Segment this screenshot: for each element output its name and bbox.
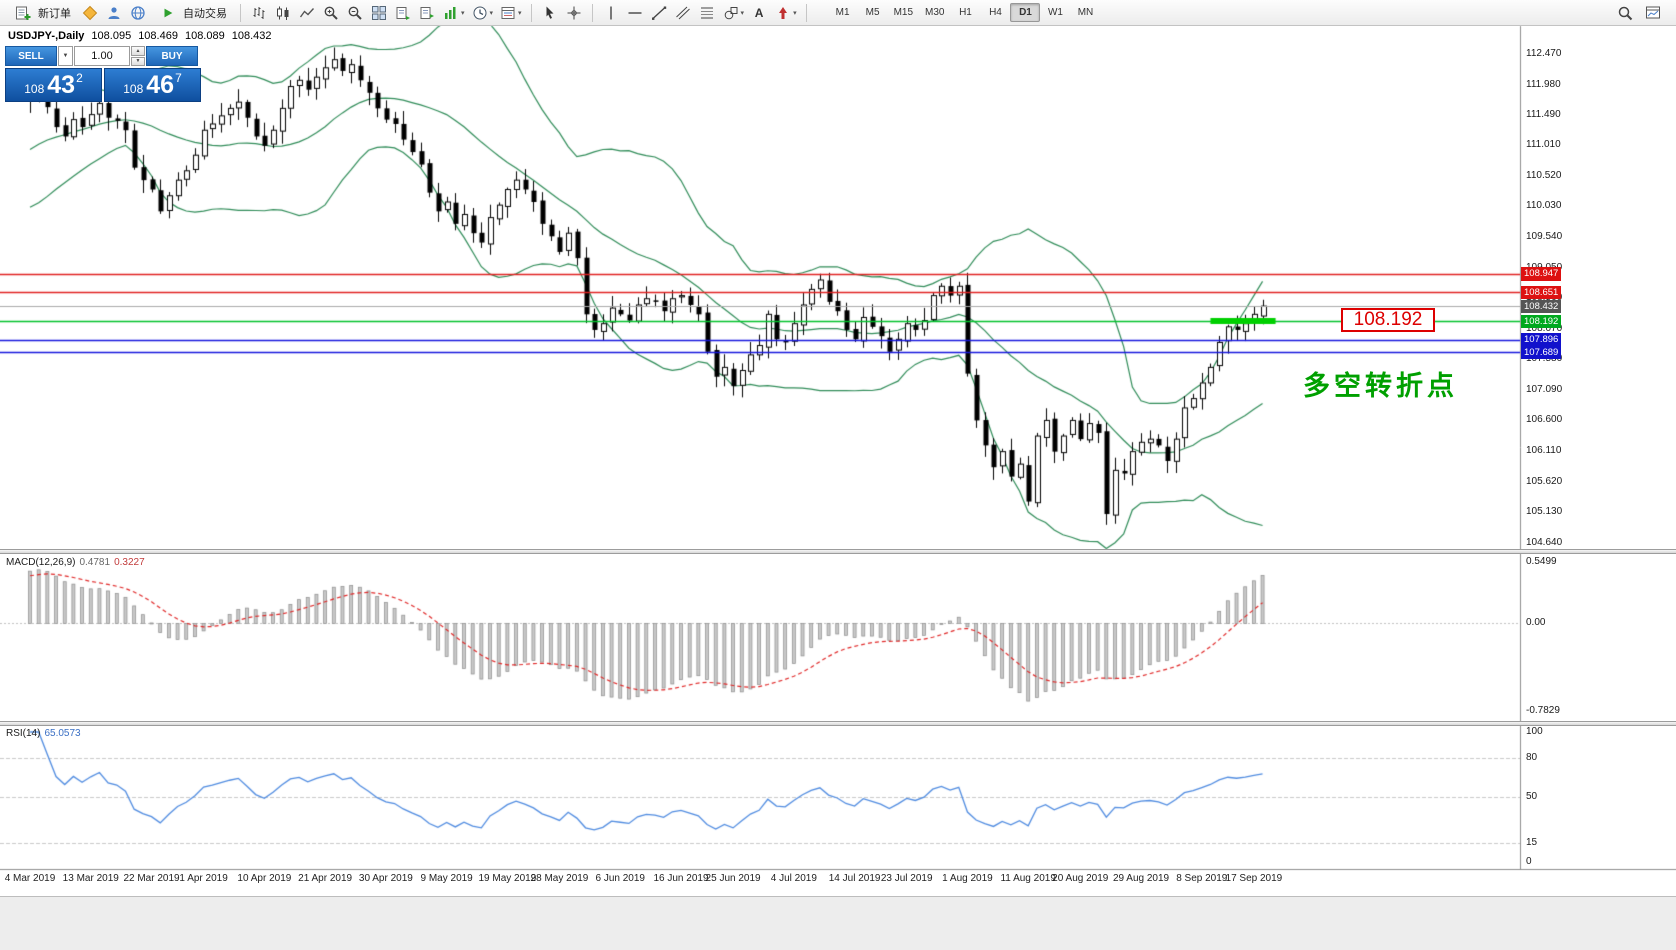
auto-trading-icon — [157, 3, 179, 23]
chart-annotation-text[interactable]: 多空转折点 — [1303, 371, 1458, 401]
rsi-value: 65.0573 — [44, 728, 81, 739]
zoom-out-icon[interactable] — [344, 3, 366, 23]
sell-price-sup: 2 — [76, 71, 83, 85]
macd-main-value: 0.4781 — [79, 557, 111, 568]
toolbar-separator — [805, 3, 807, 22]
timeframe-button-m5[interactable]: M5 — [865, 7, 880, 18]
chart-list-icon[interactable] — [392, 3, 414, 23]
vertical-line-icon[interactable] — [600, 3, 622, 23]
timeframe-button-d1[interactable]: D1 — [1010, 3, 1041, 22]
caret-down-icon[interactable]: ▾ — [489, 9, 494, 17]
periods-icon[interactable] — [469, 3, 491, 23]
caret-down-icon[interactable]: ▾ — [518, 9, 522, 17]
crosshair-icon[interactable] — [563, 3, 585, 23]
new-order-button[interactable]: 新订单 — [6, 1, 77, 25]
volume-input[interactable]: 1.00 — [74, 46, 130, 66]
indicators-icon[interactable] — [440, 3, 462, 23]
new-order-label: 新订单 — [38, 7, 71, 20]
equidistant-channel-icon[interactable] — [672, 3, 694, 23]
panel-splitter-macd[interactable] — [0, 549, 1676, 554]
timeframe-button-h1[interactable]: H1 — [959, 7, 972, 18]
new-order-icon — [12, 3, 34, 23]
volume-combo[interactable]: ▼ — [58, 46, 73, 66]
ohlc-open: 108.095 — [91, 30, 132, 42]
buy-price-sup: 7 — [175, 71, 182, 85]
buy-button[interactable]: BUY — [146, 46, 198, 66]
search-icon[interactable] — [1614, 3, 1636, 23]
toolbar-separator — [530, 3, 532, 22]
market-icon[interactable] — [103, 3, 125, 23]
line-chart-icon[interactable] — [296, 3, 318, 23]
timeframe-button-h4[interactable]: H4 — [989, 7, 1002, 18]
cursor-icon[interactable] — [539, 3, 561, 23]
timeframe-button-mn[interactable]: MN — [1077, 7, 1094, 18]
volume-decrease-button[interactable]: ▼ — [131, 56, 145, 66]
toolbar-separator — [591, 3, 593, 22]
rsi-label: RSI(14) 65.0573 — [6, 728, 81, 739]
horizontal-line-icon[interactable] — [624, 3, 646, 23]
volume-increase-button[interactable]: ▲ — [131, 46, 145, 56]
timeframe-button-w1[interactable]: W1 — [1047, 7, 1063, 18]
sell-price-prefix: 108 — [24, 82, 45, 96]
caret-down-icon[interactable]: ▾ — [793, 9, 797, 17]
macd-signal-value: 0.3227 — [114, 557, 145, 568]
auto-trading-button[interactable]: 自动交易 — [151, 1, 233, 25]
chart-shift-icon[interactable] — [416, 3, 438, 23]
toolbar-separator — [240, 3, 241, 22]
ohlc-close: 108.432 — [231, 30, 272, 42]
ohlc-low: 108.089 — [184, 30, 225, 42]
macd-name: MACD(12,26,9) — [6, 557, 76, 568]
auto-trading-label: 自动交易 — [183, 7, 227, 20]
bar-chart-icon[interactable] — [248, 3, 270, 23]
metaeditor-icon[interactable] — [79, 3, 101, 23]
timeframe-button-m30[interactable]: M30 — [925, 7, 945, 18]
sell-price-tile[interactable]: 108 43 2 — [5, 68, 102, 102]
buy-price-tile[interactable]: 108 46 7 — [104, 68, 201, 102]
sell-button[interactable]: SELL — [5, 46, 57, 66]
window-bottom-area — [0, 896, 1676, 950]
trendline-icon[interactable] — [648, 3, 670, 23]
candlestick-chart-icon[interactable] — [272, 3, 294, 23]
price-annotation-label[interactable]: 108.192 — [1341, 308, 1435, 332]
shapes-icon[interactable] — [720, 3, 742, 23]
fibonacci-icon[interactable] — [696, 3, 718, 23]
community-icon[interactable] — [127, 3, 149, 23]
timeframe-button-m15[interactable]: M15 — [893, 7, 914, 18]
chart-layout-icon[interactable] — [1642, 3, 1664, 23]
buy-price-big: 46 — [146, 70, 175, 99]
toolbar-right-group — [1614, 3, 1670, 23]
caret-down-icon[interactable]: ▾ — [740, 9, 745, 17]
text-tool-icon[interactable]: A — [754, 5, 764, 20]
combo-caret-icon: ▼ — [62, 53, 69, 59]
symbol-ohlc: USDJPY-,Daily 108.095 108.469 108.089 10… — [8, 30, 271, 42]
arrow-tool-icon[interactable] — [772, 3, 794, 23]
symbol-label: USDJPY-,Daily — [8, 30, 85, 42]
rsi-name: RSI(14) — [6, 728, 41, 739]
macd-label: MACD(12,26,9) 0.4781 0.3227 — [6, 557, 145, 568]
toolbar: 新订单 自动交易 ▾ ▾ ▾ ▾ A ▾ M1 M5 M15 M3 — [0, 0, 1676, 26]
caret-down-icon[interactable]: ▾ — [461, 9, 465, 17]
zoom-in-icon[interactable] — [320, 3, 342, 23]
sell-price-big: 43 — [47, 70, 76, 99]
ohlc-high: 108.469 — [138, 30, 178, 42]
buy-price-prefix: 108 — [123, 82, 144, 96]
templates-icon[interactable] — [497, 3, 519, 23]
panel-splitter-rsi[interactable] — [0, 721, 1676, 726]
timeframe-button-m1[interactable]: M1 — [835, 7, 850, 18]
one-click-trading-panel: SELL ▼ 1.00 ▲ ▼ BUY 108 43 2 108 46 7 — [5, 46, 201, 102]
tile-windows-icon[interactable] — [368, 3, 390, 23]
timeframe-toolbar: M1 M5 M15 M30 H1 H4 D1 W1 MN — [828, 3, 1101, 22]
volume-stepper: ▲ ▼ — [131, 46, 145, 66]
